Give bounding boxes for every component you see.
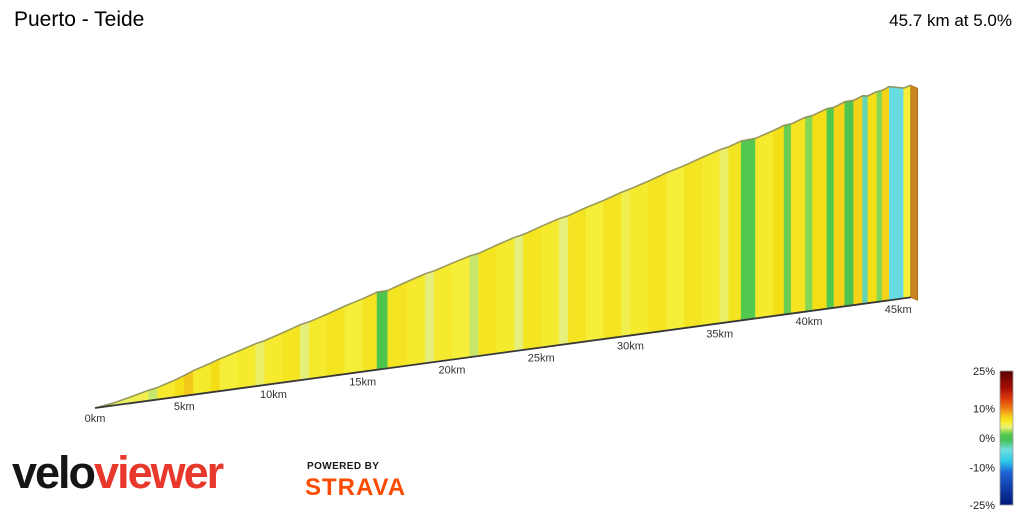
profile-segment	[773, 124, 785, 317]
profile-segment	[603, 191, 622, 340]
profile-segment	[585, 199, 604, 342]
x-axis-label: 40km	[796, 316, 823, 328]
profile-segment	[300, 321, 310, 381]
profile-segment	[740, 137, 756, 321]
profile-segment	[630, 180, 649, 336]
profile-segment	[783, 123, 792, 315]
profile-segment	[192, 362, 212, 395]
profile-segment	[701, 149, 720, 327]
profile-segment	[344, 298, 363, 375]
x-axis-label: 35km	[706, 328, 733, 340]
profile-segment	[755, 130, 774, 319]
veloviewer-logo-velo: velo	[12, 447, 96, 498]
profile-segment	[719, 146, 729, 324]
x-axis-baseline	[94, 296, 911, 409]
profile-segment	[558, 215, 569, 346]
veloviewer-logo-viewer: viewer	[94, 447, 224, 498]
gradient-legend-bar	[999, 370, 1014, 506]
x-axis-label: 5km	[174, 401, 195, 413]
profile-segment	[881, 86, 890, 302]
profile-segment	[862, 95, 869, 305]
profile-segment	[496, 237, 515, 354]
profile-segment	[255, 340, 265, 387]
profile-segment	[844, 100, 854, 307]
page-title: Puerto - Teide	[14, 8, 145, 31]
profile-segment	[387, 281, 408, 369]
strava-logo[interactable]: STRAVA	[305, 474, 407, 501]
profile-segment	[210, 358, 221, 393]
profile-segment	[903, 84, 911, 299]
x-axis-label: 20km	[439, 365, 466, 377]
profile-segment	[728, 140, 742, 323]
profile-segment	[407, 273, 426, 366]
profile-segment	[790, 116, 806, 314]
legend-tick-label: -25%	[969, 500, 995, 512]
profile-segment	[308, 313, 328, 380]
profile-segment	[826, 106, 835, 310]
profile-segment	[469, 252, 480, 358]
profile-segment	[451, 255, 471, 360]
profile-segment	[805, 115, 813, 312]
profile-segment	[567, 207, 587, 345]
profile-segment	[876, 89, 883, 303]
x-axis-label: 30km	[617, 340, 644, 352]
profile-segment	[523, 225, 542, 351]
powered-by-label: POWERED BY	[307, 461, 380, 472]
profile-end-face	[910, 84, 919, 301]
profile-segment	[665, 165, 685, 331]
profile-segment	[683, 157, 703, 329]
ride-summary: 45.7 km at 5.0%	[889, 11, 1012, 30]
profile-segment	[282, 324, 301, 383]
profile-segment	[424, 270, 435, 364]
profile-segment	[376, 290, 388, 371]
profile-segment	[833, 101, 845, 309]
profile-segment	[433, 262, 453, 363]
profile-segment	[812, 108, 828, 312]
profile-segment	[648, 172, 667, 334]
profile-segment	[326, 305, 346, 377]
x-axis-label: 15km	[349, 377, 376, 389]
legend-tick-label: -10%	[969, 462, 995, 474]
legend-tick-label: 0%	[979, 433, 995, 445]
profile-segment	[264, 332, 283, 386]
profile-segment	[362, 291, 378, 372]
profile-segment	[514, 234, 524, 352]
legend-tick-label: 10%	[973, 404, 995, 416]
veloviewer-logo[interactable]: veloviewer	[12, 447, 224, 498]
profile-segment	[853, 95, 863, 306]
x-axis-label: 25km	[528, 353, 555, 365]
x-axis-label: 45km	[885, 304, 912, 316]
x-axis-label: 0km	[85, 413, 106, 425]
profile-segment	[867, 91, 878, 304]
profile-top-edge	[94, 84, 912, 409]
profile-segment	[478, 244, 497, 357]
profile-segment	[621, 188, 631, 337]
legend-tick-label: 25%	[973, 366, 995, 378]
x-axis-label: 10km	[260, 389, 287, 401]
profile-segment	[541, 218, 560, 348]
profile-segment	[889, 86, 904, 301]
